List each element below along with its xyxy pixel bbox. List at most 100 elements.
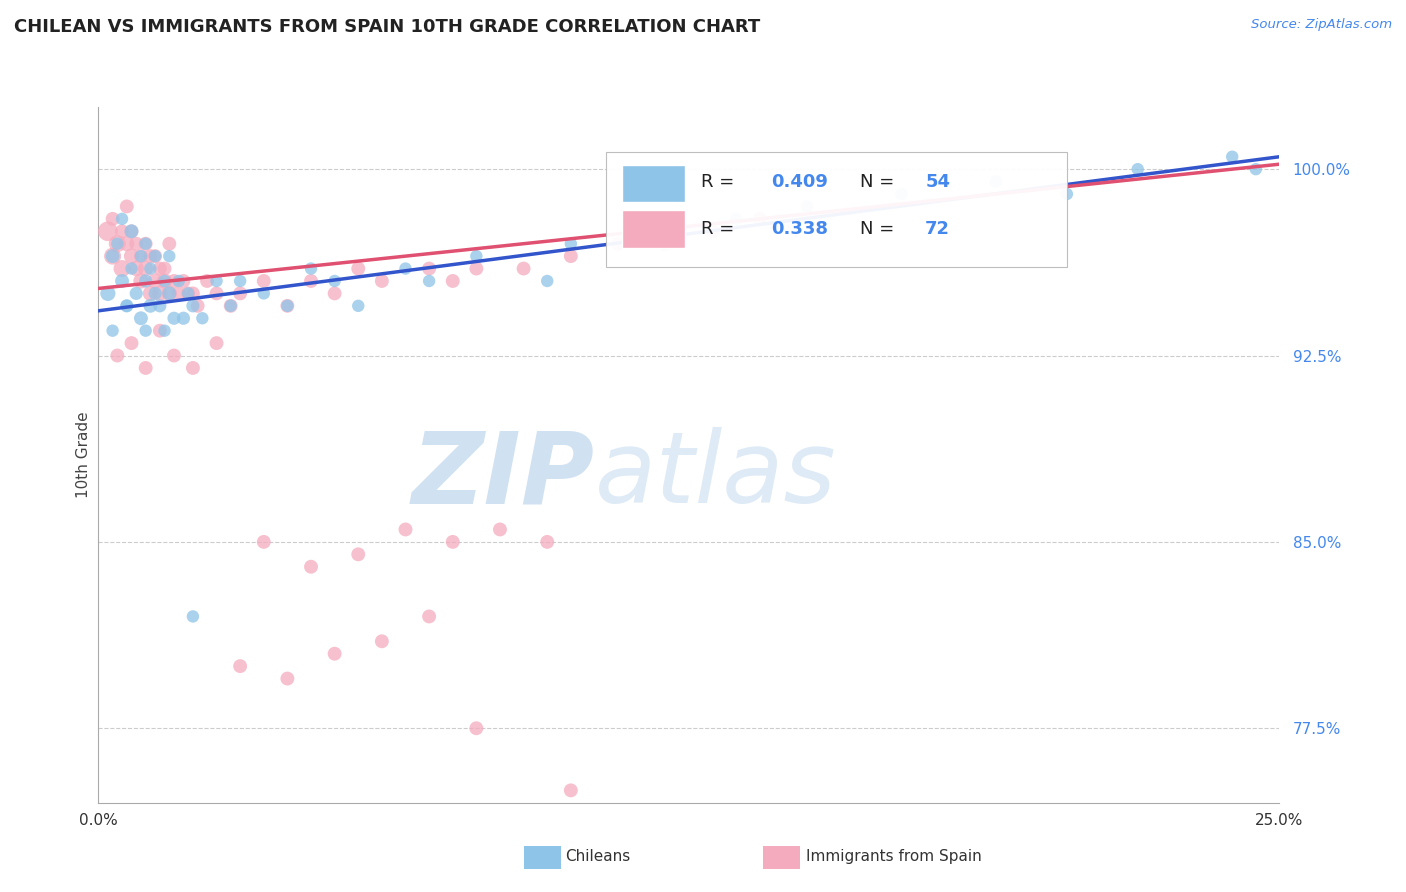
Point xyxy=(177,286,200,301)
Text: Chileans: Chileans xyxy=(565,849,630,863)
Point xyxy=(890,187,912,202)
Point xyxy=(441,535,464,549)
Point xyxy=(111,224,134,238)
Point xyxy=(105,236,128,251)
Point xyxy=(253,286,276,301)
Point xyxy=(135,274,157,288)
Text: ZIP: ZIP xyxy=(412,427,595,524)
Text: Immigrants from Spain: Immigrants from Spain xyxy=(806,849,981,863)
Point xyxy=(181,609,204,624)
Point xyxy=(105,349,128,363)
Point xyxy=(149,299,172,313)
Y-axis label: 10th Grade: 10th Grade xyxy=(76,411,91,499)
Point xyxy=(129,311,152,326)
Text: Source: ZipAtlas.com: Source: ZipAtlas.com xyxy=(1251,18,1392,31)
Point xyxy=(129,274,152,288)
Point xyxy=(465,721,488,735)
Point xyxy=(394,523,416,537)
FancyBboxPatch shape xyxy=(621,165,685,202)
Point xyxy=(111,274,134,288)
Point xyxy=(725,211,748,226)
Text: R =: R = xyxy=(700,219,740,238)
Point xyxy=(139,261,162,276)
Point xyxy=(276,672,298,686)
Point xyxy=(984,175,1007,189)
Point xyxy=(115,299,138,313)
Point xyxy=(125,236,148,251)
Point xyxy=(418,261,440,276)
Point xyxy=(323,647,346,661)
Point xyxy=(163,349,186,363)
Point xyxy=(191,311,214,326)
Point xyxy=(229,274,252,288)
Point xyxy=(121,261,143,276)
Point xyxy=(157,249,180,263)
Point xyxy=(135,361,157,376)
Point xyxy=(97,224,120,238)
Point xyxy=(299,559,322,574)
Text: 0.338: 0.338 xyxy=(772,219,828,238)
Text: 54: 54 xyxy=(925,173,950,191)
Point xyxy=(299,274,322,288)
Point xyxy=(101,211,124,226)
Text: R =: R = xyxy=(700,173,740,191)
Point xyxy=(115,199,138,213)
Point xyxy=(253,274,276,288)
Point xyxy=(149,261,172,276)
Point xyxy=(105,236,128,251)
Point xyxy=(536,274,558,288)
Point xyxy=(143,249,166,263)
Point xyxy=(135,261,157,276)
Point xyxy=(163,274,186,288)
Point xyxy=(323,274,346,288)
Point xyxy=(97,286,120,301)
Point xyxy=(181,286,204,301)
Point xyxy=(536,535,558,549)
Point xyxy=(135,324,157,338)
Point xyxy=(111,211,134,226)
Point xyxy=(347,299,370,313)
Point xyxy=(465,249,488,263)
Point xyxy=(121,224,143,238)
Point xyxy=(149,324,172,338)
Point xyxy=(371,634,394,648)
FancyBboxPatch shape xyxy=(621,210,685,248)
Point xyxy=(157,286,180,301)
Point xyxy=(489,523,512,537)
Point xyxy=(371,274,394,288)
Point xyxy=(1244,162,1267,177)
Point xyxy=(607,236,630,251)
Point xyxy=(654,224,676,238)
Point xyxy=(195,274,218,288)
Point xyxy=(418,609,440,624)
Point xyxy=(1220,150,1243,164)
Point xyxy=(465,261,488,276)
Point xyxy=(153,261,176,276)
Text: N =: N = xyxy=(860,173,900,191)
Point xyxy=(276,299,298,313)
Point xyxy=(157,236,180,251)
Point xyxy=(229,286,252,301)
Point xyxy=(187,299,209,313)
Point xyxy=(129,249,152,263)
Point xyxy=(177,286,200,301)
Point xyxy=(1056,187,1078,202)
Point xyxy=(101,324,124,338)
Point xyxy=(205,336,228,351)
Point xyxy=(139,286,162,301)
Point xyxy=(167,286,190,301)
Point xyxy=(205,274,228,288)
Point xyxy=(654,236,676,251)
Point xyxy=(205,286,228,301)
Point xyxy=(560,249,582,263)
Point xyxy=(253,535,276,549)
FancyBboxPatch shape xyxy=(606,153,1067,267)
Point xyxy=(139,249,162,263)
Text: CHILEAN VS IMMIGRANTS FROM SPAIN 10TH GRADE CORRELATION CHART: CHILEAN VS IMMIGRANTS FROM SPAIN 10TH GR… xyxy=(14,18,761,36)
Text: N =: N = xyxy=(860,219,900,238)
Point xyxy=(125,286,148,301)
Point xyxy=(512,261,534,276)
Point xyxy=(111,261,134,276)
Point xyxy=(441,274,464,288)
Point xyxy=(702,224,724,238)
